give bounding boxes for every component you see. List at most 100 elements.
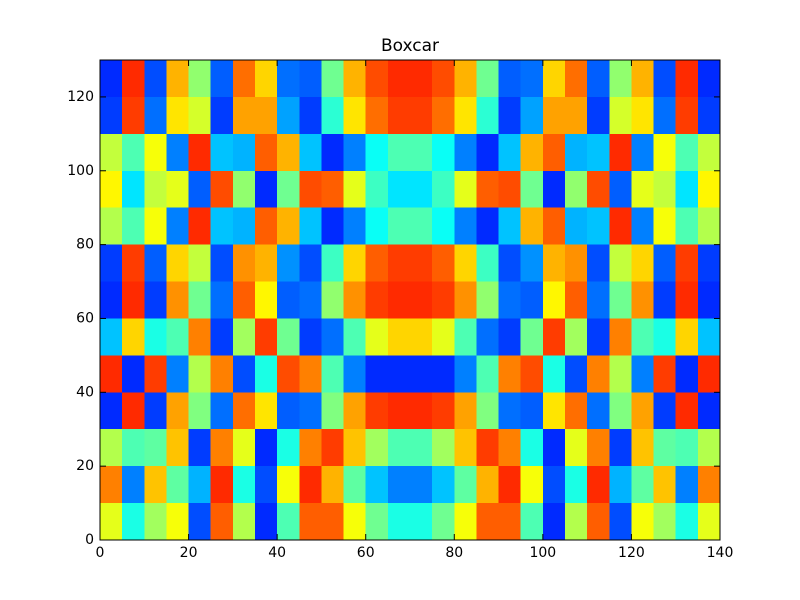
heatmap-cell [122,96,145,134]
heatmap-cell [365,96,388,134]
heatmap-cell [100,133,123,171]
heatmap-cell [210,133,233,171]
heatmap-cell [277,503,300,540]
heatmap-cell [697,96,720,134]
heatmap-cell [188,503,211,540]
heatmap-cell [454,281,477,319]
heatmap-cell [697,318,720,356]
heatmap-cell [653,392,676,430]
y-tick-label: 100 [67,163,94,179]
heatmap-cell [410,355,433,393]
heatmap-cell [277,466,300,504]
heatmap-cell [255,96,278,134]
heatmap-cell [232,355,255,393]
heatmap-cell [365,60,388,97]
heatmap-cell [277,318,300,356]
heatmap-cell [321,207,344,245]
heatmap-cell [432,281,455,319]
heatmap-cell [100,466,123,504]
heatmap-cell [631,429,654,467]
heatmap-cell [210,503,233,540]
x-tick-label: 120 [618,545,645,561]
heatmap-cell [520,429,543,467]
heatmap-cell [653,170,676,208]
heatmap-cell [675,503,698,540]
heatmap-cell [631,60,654,97]
heatmap-cell [321,429,344,467]
heatmap-cell [542,133,565,171]
heatmap-cell [210,355,233,393]
heatmap-cell [542,207,565,245]
heatmap-cell [498,244,521,282]
heatmap-cell [188,96,211,134]
heatmap-cell [476,466,499,504]
heatmap-cell [387,392,410,430]
x-tick-label: 0 [96,545,105,561]
heatmap-cell [100,503,123,540]
heatmap-cell [387,466,410,504]
heatmap-cell [188,429,211,467]
heatmap-cell [100,60,123,97]
heatmap-cell [277,244,300,282]
heatmap-cell [277,355,300,393]
heatmap-cell [100,392,123,430]
heatmap-cell [387,429,410,467]
heatmap-cell [343,96,366,134]
heatmap-cell [542,318,565,356]
heatmap-cell [321,318,344,356]
heatmap-cell [232,96,255,134]
heatmap-cell [432,96,455,134]
heatmap-cell [387,244,410,282]
heatmap-cell [587,355,610,393]
heatmap-cell [365,429,388,467]
heatmap-cell [232,170,255,208]
heatmap-cell [232,244,255,282]
heatmap-cell [255,170,278,208]
heatmap-cell [609,244,632,282]
heatmap-cell [653,133,676,171]
heatmap-cell [454,133,477,171]
heatmap-cell [144,392,167,430]
heatmap-cell [188,355,211,393]
heatmap-cell [542,244,565,282]
heatmap-cell [697,429,720,467]
heatmap-cell [675,466,698,504]
heatmap-cell [587,281,610,319]
heatmap-cell [587,207,610,245]
heatmap-cell [255,244,278,282]
heatmap-cell [609,466,632,504]
heatmap-cell [565,466,588,504]
heatmap-cell [454,503,477,540]
heatmap-cell [454,244,477,282]
heatmap-cell [520,281,543,319]
heatmap-cell [410,429,433,467]
heatmap-cell [299,429,322,467]
heatmap-cell [432,207,455,245]
heatmap-cell [565,503,588,540]
heatmap-cell [565,60,588,97]
heatmap-cell [565,207,588,245]
heatmap-cell [232,60,255,97]
heatmap-cell [321,96,344,134]
heatmap-cell [277,60,300,97]
heatmap-cell [299,60,322,97]
heatmap-cell [587,96,610,134]
heatmap-cell [609,207,632,245]
heatmap-cell [520,244,543,282]
heatmap-cell [144,244,167,282]
heatmap-cell [100,170,123,208]
heatmap-cell [210,244,233,282]
heatmap-cell [476,133,499,171]
heatmap-cell [277,392,300,430]
heatmap-cell [631,355,654,393]
heatmap-cell [100,281,123,319]
heatmap-cell [675,392,698,430]
heatmap-cell [542,170,565,208]
heatmap-cell [387,170,410,208]
heatmap-cell [498,133,521,171]
heatmap-cell [565,281,588,319]
heatmap-cell [410,133,433,171]
heatmap-cell [542,355,565,393]
heatmap-cell [299,207,322,245]
